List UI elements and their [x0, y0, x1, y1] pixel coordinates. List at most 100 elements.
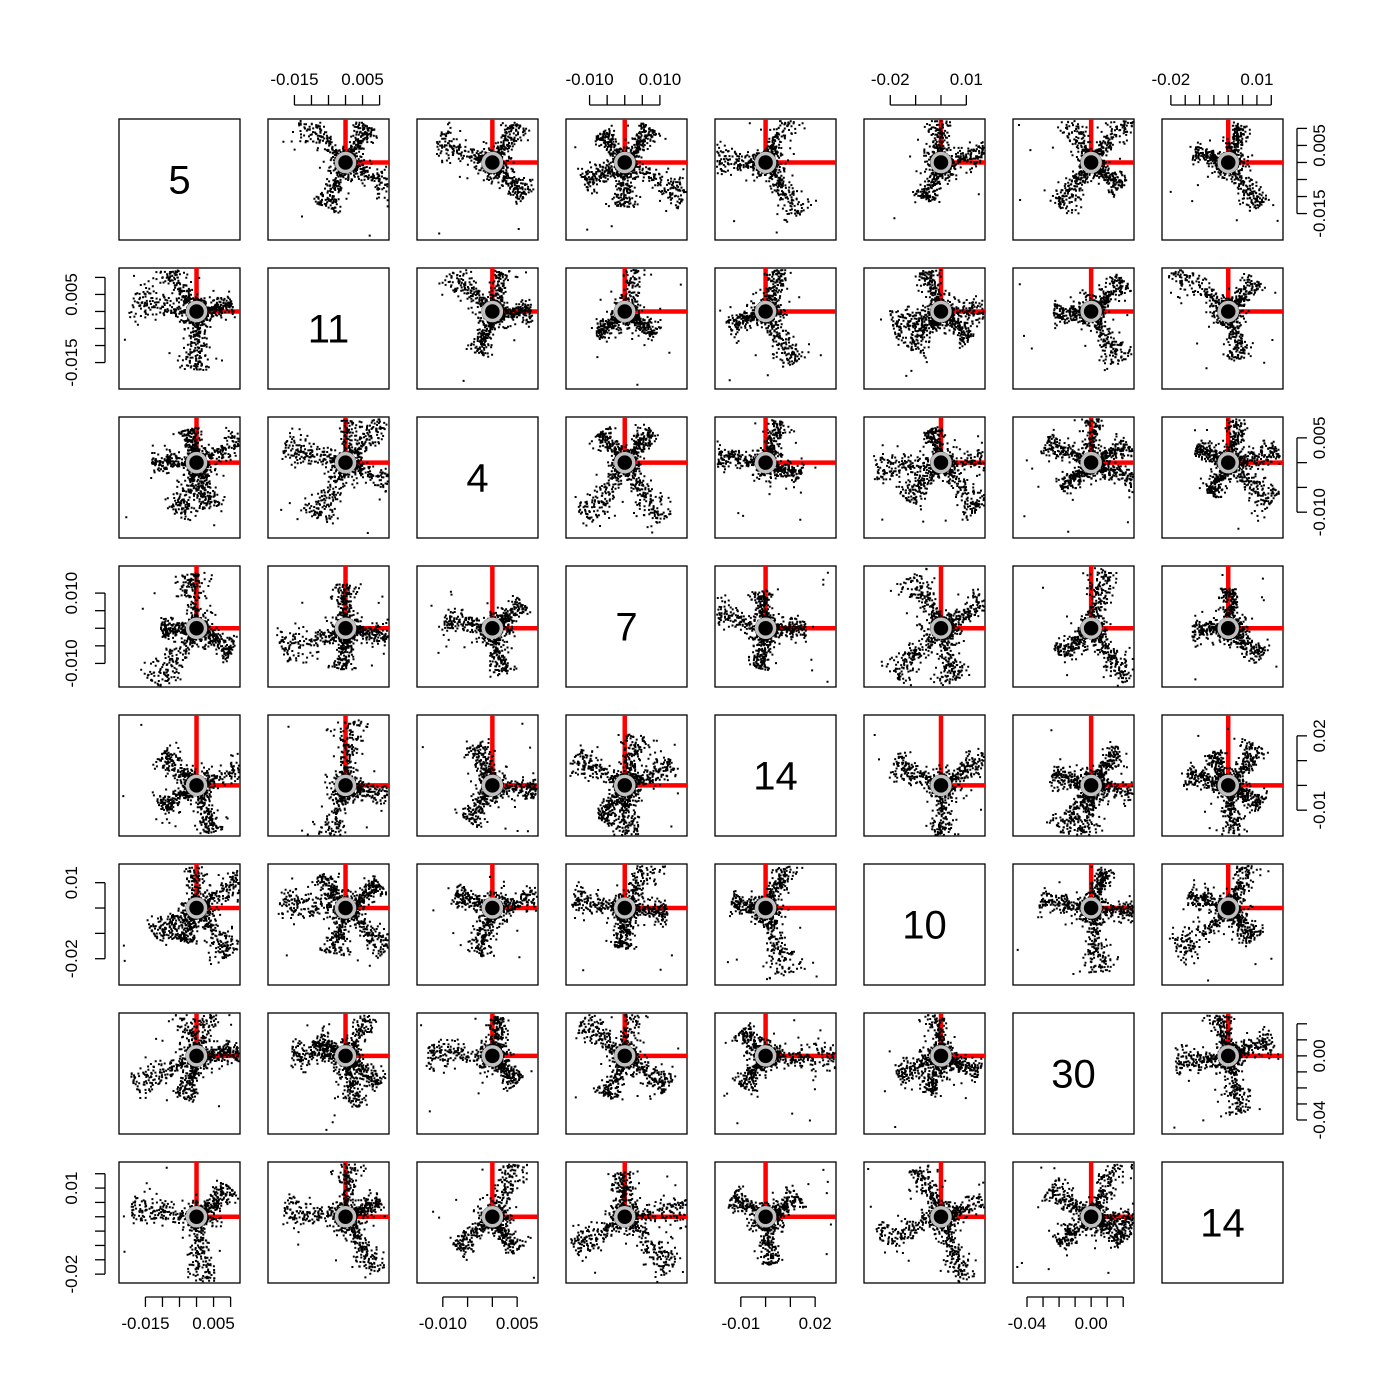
point-cloud	[280, 418, 389, 534]
center-marker-ring	[334, 617, 357, 640]
scatter-panel-5-4	[714, 863, 837, 986]
center-marker-ring	[930, 151, 952, 174]
diagonal-label: 30	[1051, 1053, 1096, 1097]
point-cloud	[719, 269, 822, 382]
scatter-panel-4-3	[565, 714, 688, 837]
center-marker-ring	[754, 151, 777, 174]
tick-label: 0.01	[62, 866, 81, 899]
scatter-panel-6-3	[565, 1012, 688, 1135]
scatter-panel-2-7	[1161, 416, 1284, 539]
y-axis-right-2: -0.010 0.005	[1296, 417, 1329, 536]
panel-frame	[267, 267, 390, 390]
point-cloud	[880, 269, 985, 377]
center-marker-ring	[481, 1206, 504, 1228]
x-axis-bottom-4: -0.01 0.02	[721, 1296, 832, 1333]
diagonal-label: 4	[466, 457, 488, 501]
center-marker-ring	[1080, 617, 1102, 640]
point-cloud	[867, 1164, 985, 1283]
diagonal-label: 14	[753, 755, 798, 799]
panel-frame	[1012, 714, 1135, 837]
panel-frame	[267, 714, 390, 837]
tick-label: 0.005	[62, 273, 81, 316]
center-marker-ring	[185, 1045, 208, 1067]
scatter-panel-5-2	[416, 863, 539, 986]
center-marker-ring	[185, 1206, 208, 1228]
panel-frame	[416, 267, 539, 390]
point-cloud	[574, 122, 687, 231]
point-cloud	[282, 120, 389, 237]
center-marker-ring	[930, 300, 952, 323]
scatter-panel-4-0	[118, 714, 241, 837]
center-marker-ring	[754, 451, 777, 474]
point-cloud	[276, 583, 389, 671]
scatter-panel-5-1	[267, 863, 390, 986]
scatter-panel-7-4	[714, 1161, 837, 1284]
scatter-panel-3-0	[118, 565, 241, 688]
center-marker-ring	[1217, 617, 1239, 640]
tick-label: -0.02	[62, 939, 81, 978]
center-marker-ring	[185, 617, 208, 640]
center-marker-ring	[613, 897, 636, 919]
center-marker-ring	[334, 1206, 357, 1228]
center-marker-ring	[613, 1206, 636, 1228]
tick-label: 0.010	[639, 70, 682, 89]
scatter-panel-5-7	[1161, 863, 1284, 986]
x-axis-bottom-2: -0.010 0.005	[419, 1296, 538, 1333]
y-axis-left-1: -0.015 0.005	[62, 273, 106, 387]
panel-frame	[416, 1012, 539, 1135]
scatter-panel-0-4	[714, 118, 837, 241]
diagonal-panel-7: 14	[1161, 1161, 1284, 1284]
scatter-panel-5-0	[118, 863, 241, 986]
tick-label: -0.010	[62, 639, 81, 687]
panel-frame	[267, 1161, 390, 1284]
center-marker-ring	[334, 451, 357, 474]
tick-label: 0.005	[341, 70, 384, 89]
point-cloud	[574, 423, 672, 534]
panel-frame	[565, 565, 688, 688]
x-axis-top-1: -0.015 0.005	[270, 70, 384, 106]
center-marker-ring	[185, 774, 208, 797]
diagonal-panel-5: 10	[863, 863, 986, 986]
point-cloud	[277, 872, 389, 967]
tick-label: -0.015	[62, 338, 81, 386]
x-axis-top-7: -0.02 0.01	[1151, 70, 1273, 106]
center-marker-ring	[1217, 151, 1239, 174]
center-marker-ring	[334, 897, 357, 919]
center-marker-ring	[481, 1045, 504, 1067]
tick-label: -0.01	[721, 1314, 760, 1333]
center-marker-ring	[334, 151, 357, 174]
panel-frame	[118, 1161, 241, 1284]
scatter-panel-1-7	[1161, 267, 1284, 390]
scatter-panel-6-2	[416, 1012, 539, 1135]
center-marker-ring	[613, 451, 636, 474]
scatter-panel-2-6	[1012, 416, 1135, 539]
scatter-panel-0-1	[267, 118, 390, 241]
diagonal-label: 5	[168, 159, 190, 203]
point-cloud	[122, 723, 240, 835]
diagonal-label: 7	[615, 606, 637, 650]
center-marker-ring	[754, 1206, 777, 1228]
scatter-panel-7-1	[267, 1161, 390, 1284]
center-marker-ring	[930, 451, 952, 474]
center-marker-ring	[334, 774, 357, 797]
panel-frame	[118, 118, 241, 241]
point-cloud	[432, 875, 538, 959]
x-axis-bottom-6: -0.04 0.00	[1008, 1296, 1124, 1333]
center-marker-ring	[1217, 300, 1239, 323]
scatter-panel-6-7	[1161, 1012, 1284, 1135]
center-marker-ring	[1080, 451, 1102, 474]
tick-label: -0.02	[1151, 70, 1190, 89]
tick-label: -0.010	[1310, 488, 1329, 536]
point-cloud	[123, 269, 236, 371]
tick-label: 0.01	[1240, 70, 1273, 89]
scatter-panel-0-3	[565, 118, 688, 241]
diagonal-panel-4: 14	[714, 714, 837, 837]
center-marker-ring	[930, 1206, 952, 1228]
center-marker-ring	[754, 897, 777, 919]
scatter-panel-1-5	[863, 267, 986, 390]
scatter-panel-5-6	[1012, 863, 1135, 986]
scatter-panel-3-4	[714, 565, 837, 688]
tick-label: -0.015	[121, 1314, 169, 1333]
point-cloud	[122, 866, 240, 965]
tick-label: 0.01	[950, 70, 983, 89]
